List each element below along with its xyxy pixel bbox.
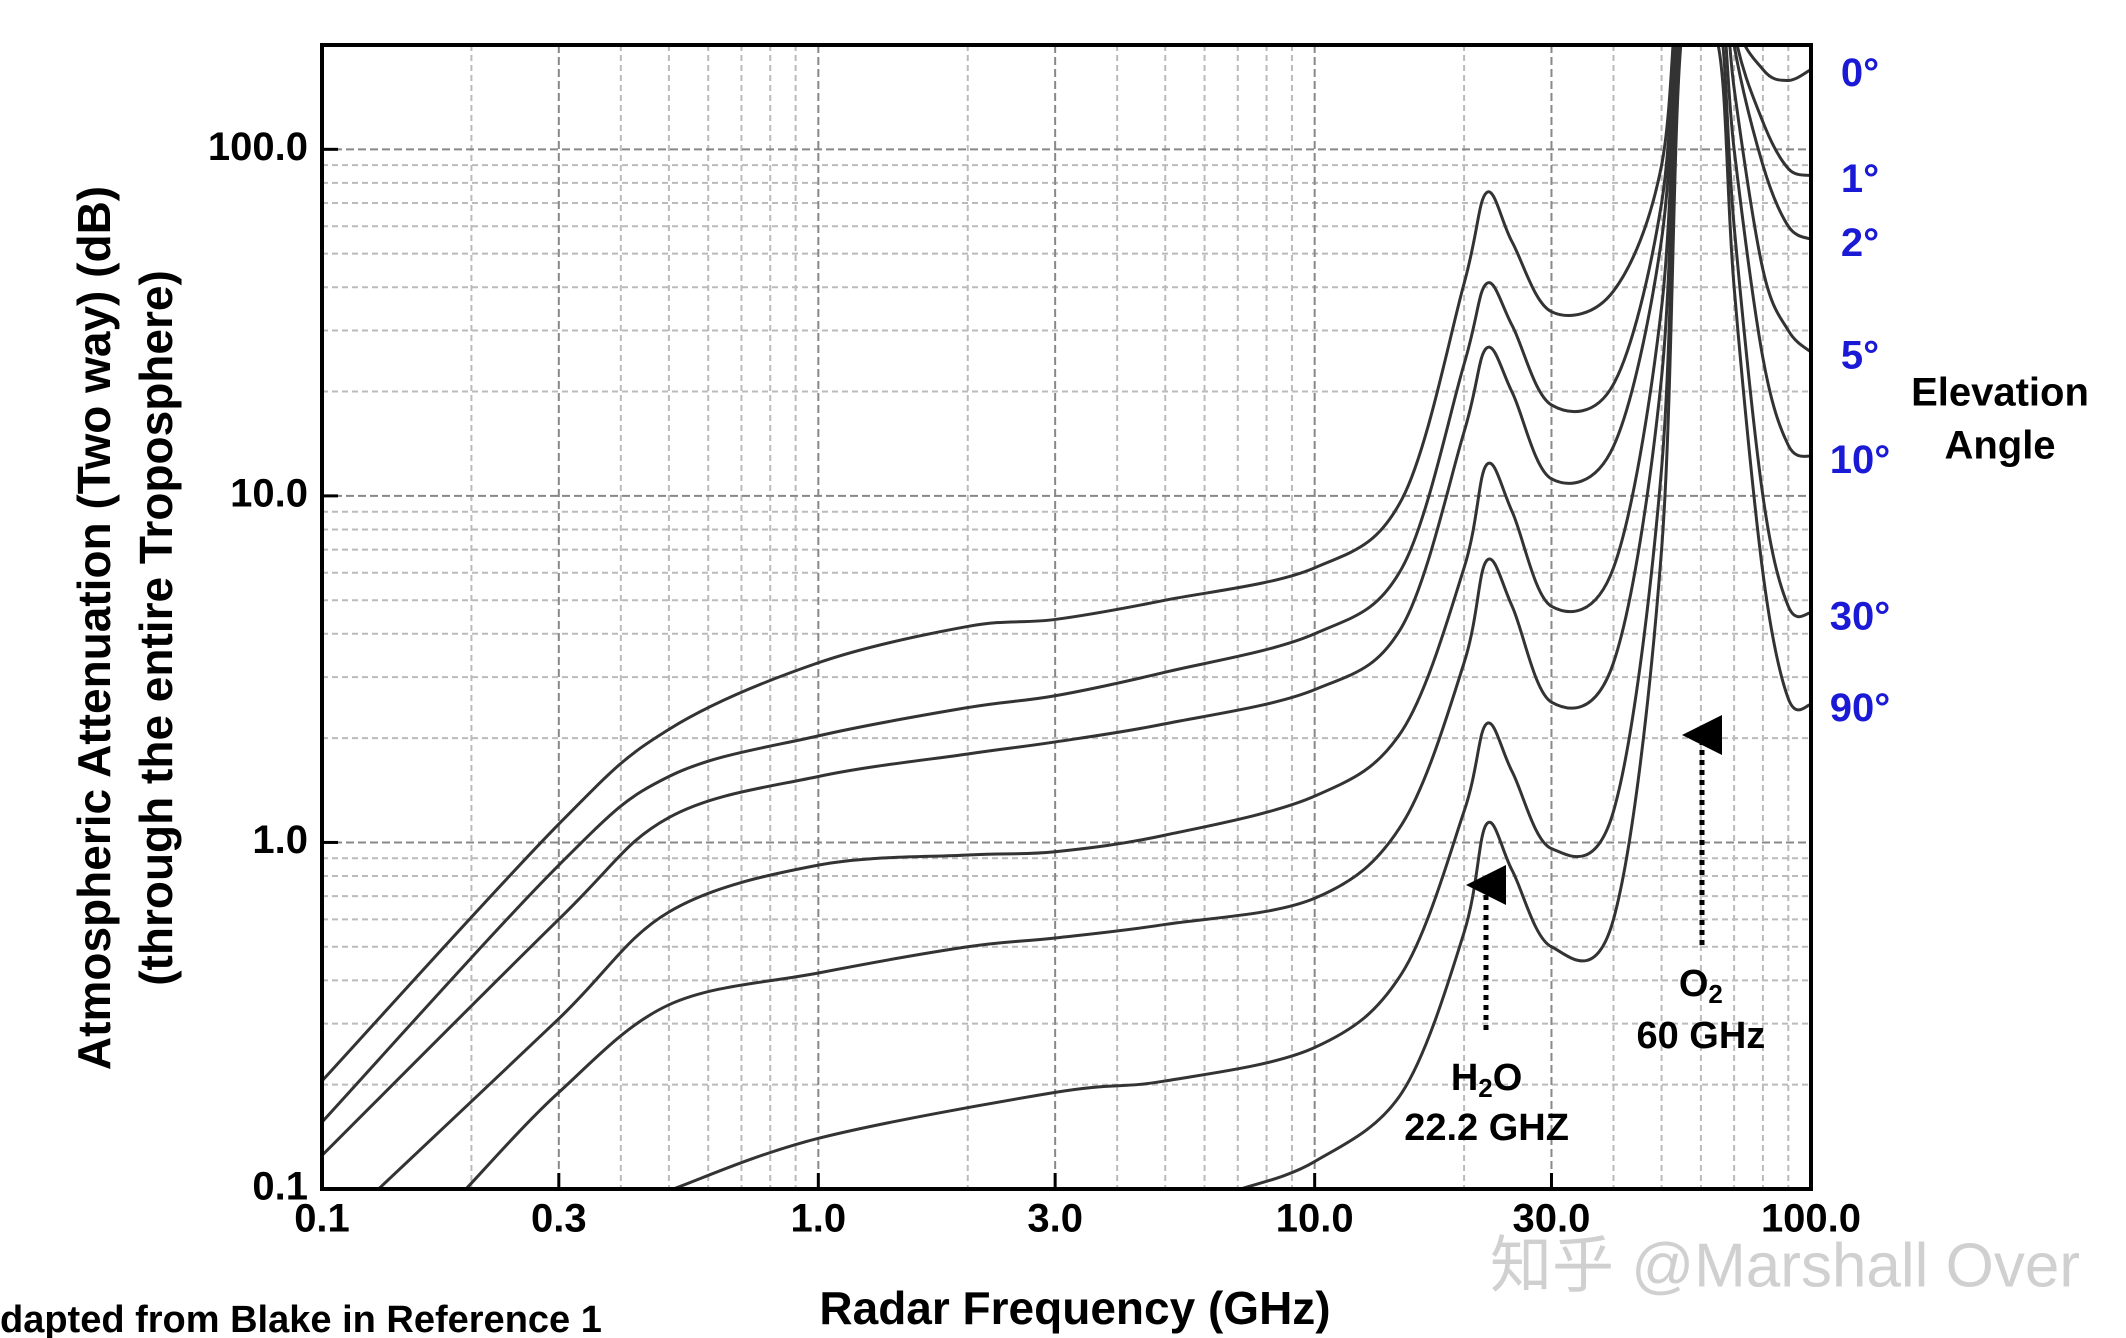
y-axis-label: (through the entire Troposphere): [130, 270, 182, 986]
source-note: dapted from Blake in Reference 1: [0, 1299, 602, 1338]
plot-frame: [320, 43, 1813, 1191]
annotation-text: 60 GHz: [1636, 1015, 1765, 1057]
series-label: 5°: [1841, 334, 1879, 378]
series-line: [322, 45, 1811, 1082]
x-tick-label: 100.0: [1761, 1197, 1861, 1241]
x-tick-label: 0.1: [294, 1197, 350, 1241]
series-label: 0°: [1841, 51, 1879, 95]
annotation-part: 2: [1708, 979, 1722, 1009]
series-line: [377, 45, 1811, 1189]
labels: 0.1 0.3 1.0 3.0 10.0 30.0 100.0 0.1 1.0 10.0 100.0…: [208, 51, 1890, 1241]
annotation-formula: H2O: [1451, 1057, 1522, 1103]
x-tick-label: 30.0: [1513, 1197, 1591, 1241]
annotation-formula: O2: [1679, 963, 1723, 1009]
y-tick-label: 1.0: [252, 818, 308, 862]
legend-title: Elevation: [1911, 371, 2089, 415]
grid: [320, 45, 1813, 1191]
y-axis-title: Atmospheric Attenuation (Two way) (dB) (…: [68, 186, 182, 1070]
y-tick-label: 100.0: [208, 125, 308, 169]
series-line: [464, 45, 1811, 1189]
y-tick-label: 0.1: [252, 1165, 308, 1209]
annotation-part: 2: [1478, 1073, 1492, 1103]
y-tick-label: 10.0: [230, 471, 308, 515]
annotation-part: O: [1679, 963, 1709, 1005]
series-label: 2°: [1841, 221, 1879, 265]
series-line: [672, 45, 1811, 1189]
series-label: 90°: [1830, 686, 1891, 730]
series-line: [322, 45, 1811, 1157]
y-axis-label: Atmospheric Attenuation (Two way) (dB): [68, 186, 120, 1070]
x-tick-label: 10.0: [1276, 1197, 1354, 1241]
watermark: 知乎 @Marshall Over: [1490, 1231, 2080, 1300]
annotation-part: O: [1493, 1057, 1523, 1099]
series-label: 1°: [1841, 157, 1879, 201]
legend-title: Angle: [1944, 424, 2055, 468]
x-tick-label: 1.0: [791, 1197, 847, 1241]
x-tick-label: 3.0: [1027, 1197, 1083, 1241]
curves: [322, 45, 1811, 1189]
annotation-text: 22.2 GHZ: [1404, 1107, 1569, 1149]
series-label: 30°: [1830, 594, 1891, 638]
series-line: [322, 45, 1811, 1124]
series-line: [1240, 45, 1811, 1189]
x-axis-label: Radar Frequency (GHz): [819, 1282, 1330, 1334]
series-label: 10°: [1830, 438, 1891, 482]
annotation-part: H: [1451, 1057, 1478, 1099]
x-tick-label: 0.3: [531, 1197, 587, 1241]
